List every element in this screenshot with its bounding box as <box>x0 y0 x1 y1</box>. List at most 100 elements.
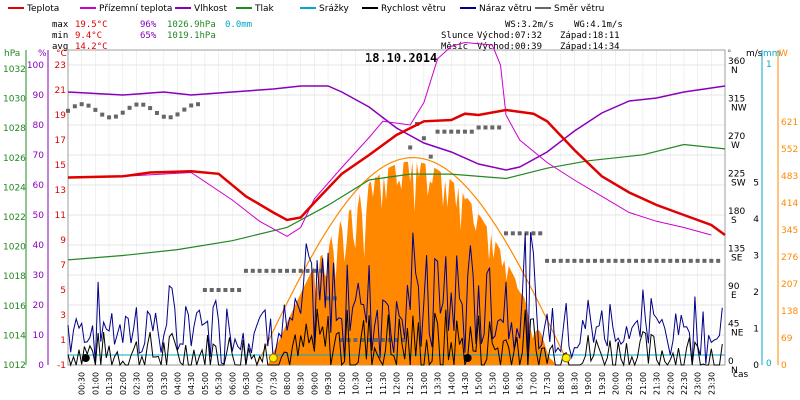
tick-degc: 15 <box>55 161 66 171</box>
wind-direction-point <box>517 231 522 236</box>
wind-direction-point <box>237 288 242 292</box>
tick-x-label: 05:00 <box>201 372 210 395</box>
wind-direction-point <box>223 288 228 292</box>
tick-x-label: 21:30 <box>653 372 662 395</box>
tick-mm: 0 <box>766 359 772 369</box>
wind-direction-point <box>524 231 529 236</box>
tick-pct: 20 <box>33 301 45 311</box>
sunrise: Východ:07:32 <box>477 31 542 41</box>
tick-x-label: 13:00 <box>420 372 429 395</box>
axis-title-hpa: hPa <box>4 49 20 59</box>
wind-direction-point <box>148 106 153 111</box>
tick-x-label: 07:00 <box>256 372 265 395</box>
stats-block: max 19.5°C 96% 1026.9hPa 0.0mm min 9.4°C… <box>52 20 252 52</box>
wind-direction-point <box>545 258 550 263</box>
wind-direction-point <box>421 136 426 141</box>
tick-dir-label: NW <box>731 104 747 114</box>
wind-direction-point <box>483 125 488 130</box>
wind-direction-point <box>606 258 611 263</box>
tick-w: 0 <box>781 361 787 371</box>
wind-direction-point <box>640 258 645 263</box>
tick-x-label: 11:30 <box>379 372 388 395</box>
tick-x-label: 06:00 <box>228 372 237 395</box>
wind-direction-point <box>572 258 577 263</box>
wind-direction-point <box>565 258 570 263</box>
wind-direction-point <box>312 268 317 273</box>
wind-direction-point <box>634 258 639 263</box>
tick-hpa: 1014 <box>3 331 26 341</box>
stat-max-press: 1026.9hPa <box>167 20 216 30</box>
tick-w: 138 <box>781 307 798 317</box>
tick-x-label: 12:00 <box>393 372 402 395</box>
tick-x-label: 11:00 <box>365 372 374 395</box>
axes: hPa% °C1012101410161018102010221024102610… <box>3 49 798 395</box>
tick-w: 276 <box>781 253 798 263</box>
tick-dir-label: E <box>731 291 737 301</box>
tick-x-label: 22:30 <box>680 372 689 395</box>
tick-x-label: 23:30 <box>707 372 716 395</box>
tick-dir-value: 180 <box>728 207 745 217</box>
wind-direction-point <box>66 108 70 113</box>
tick-dir-label: N <box>731 366 738 376</box>
wind-direction-point <box>599 258 604 263</box>
legend-label: Srážky <box>319 4 350 14</box>
moonrise: Východ:00:39 <box>477 42 542 52</box>
tick-dir-value: 90 <box>728 282 740 292</box>
wind-direction-point <box>504 231 508 236</box>
moon-label: Měsíc <box>441 42 468 52</box>
tick-pct: 10 <box>33 331 45 341</box>
tick-degc: 19 <box>55 111 67 121</box>
tick-x-label: 04:00 <box>174 372 183 395</box>
tick-dir-value: 0 <box>728 357 734 367</box>
wind-direction-point <box>202 288 207 292</box>
wind-direction-point <box>449 129 454 134</box>
moonrise-icon <box>81 354 90 362</box>
tick-x-label: 14:00 <box>447 372 456 395</box>
series-wind-gust <box>67 232 723 366</box>
tick-x-label: 03:00 <box>146 372 155 395</box>
wind-direction-point <box>716 258 721 263</box>
wind-direction-point <box>367 338 372 342</box>
wind-direction-point <box>469 129 474 134</box>
axis-title-degc: °C <box>56 49 67 59</box>
tick-w: 621 <box>781 118 798 128</box>
wind-direction-point <box>435 129 440 134</box>
tick-x-label: 17:30 <box>543 372 552 395</box>
tick-ms: 1 <box>753 325 759 335</box>
plot-area <box>66 41 726 367</box>
tick-degc: 1 <box>60 336 66 346</box>
tick-x-label: 05:30 <box>215 372 224 395</box>
tick-x-label: 19:00 <box>584 372 593 395</box>
series-pressure <box>67 143 726 261</box>
astro-info: WS:3.2m/s WG:4.1m/s Slunce Východ:07:32 … <box>441 20 623 52</box>
wind-direction-point <box>120 110 125 115</box>
wind-direction-point <box>380 338 385 342</box>
stat-min-hum: 65% <box>140 31 157 41</box>
series-wind-speed <box>67 308 723 367</box>
tick-hpa: 1026 <box>3 154 26 164</box>
tick-x-label: 16:30 <box>516 372 525 395</box>
solar-max-curve <box>256 156 570 366</box>
stat-max-label: max <box>52 20 69 30</box>
wind-direction-point <box>250 268 255 273</box>
wind-direction-point <box>86 103 91 108</box>
wind-direction-point <box>654 258 659 263</box>
wind-direction-point <box>531 231 536 236</box>
tick-x-label: 10:00 <box>338 372 347 395</box>
sun-label: Slunce <box>441 31 474 41</box>
wind-direction-point <box>353 338 358 342</box>
tick-x-label: 23:00 <box>694 372 703 395</box>
tick-x-label: 01:00 <box>91 372 100 395</box>
tick-x-label: 12:30 <box>406 372 415 395</box>
tick-x-label: 09:30 <box>324 372 333 395</box>
wind-direction-point <box>681 258 686 263</box>
tick-x-label: 15:30 <box>488 372 497 395</box>
wind-direction-point <box>360 338 365 342</box>
wind-direction-point <box>668 258 673 263</box>
tick-x-label: 09:00 <box>310 372 319 395</box>
tick-x-label: 20:30 <box>625 372 634 395</box>
wind-direction-point <box>154 110 159 115</box>
wind-direction-point <box>285 268 289 273</box>
wind-direction-point <box>189 103 194 108</box>
